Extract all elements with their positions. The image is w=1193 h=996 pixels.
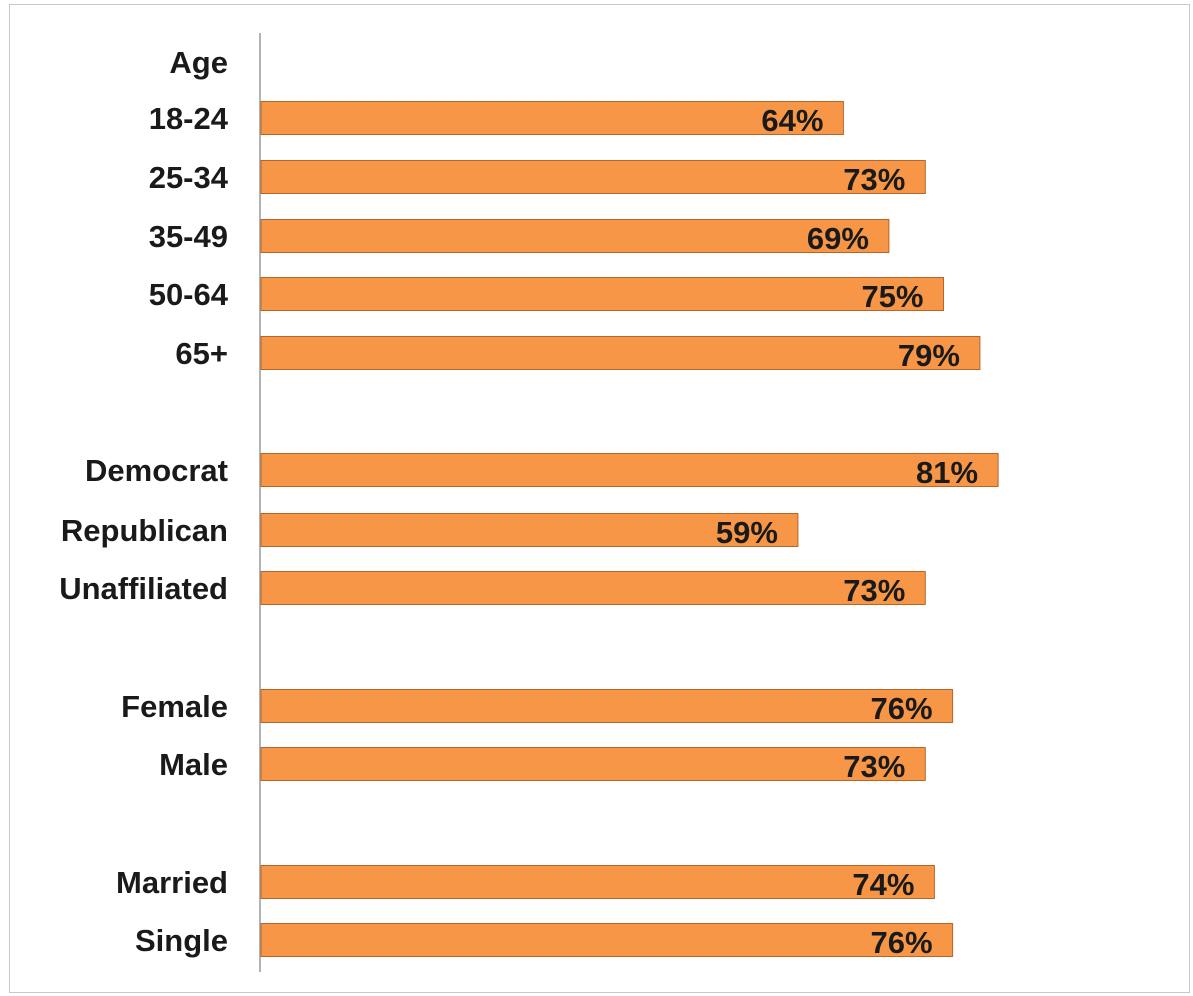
- category-labels-group: 18-24 25-34 35-49 50-64 65+ Democrat Republica…: [59, 101, 229, 958]
- bar-18-24: [260, 101, 844, 135]
- header-label-age: Age: [169, 45, 228, 80]
- bar-65: [260, 336, 981, 370]
- value-label-50-64: 75%: [861, 279, 923, 314]
- value-label-republican: 59%: [716, 515, 778, 550]
- category-label-65: 65+: [175, 336, 228, 371]
- value-label-democrat: 81%: [916, 455, 978, 490]
- value-label-unaffiliated: 73%: [843, 573, 905, 608]
- category-label-single: Single: [135, 923, 228, 958]
- category-label-republican: Republican: [61, 513, 228, 548]
- bar-female: [260, 689, 954, 723]
- value-label-married: 74%: [852, 867, 914, 902]
- category-label-female: Female: [121, 689, 228, 724]
- category-label-male: Male: [159, 747, 228, 782]
- value-label-65: 79%: [898, 338, 960, 373]
- bar-republican: [260, 513, 799, 547]
- bar-25-34: [260, 160, 926, 194]
- bar-unaffiliated: [260, 571, 926, 605]
- bar-single: [260, 923, 954, 957]
- bar-democrat: [260, 453, 999, 487]
- category-label-18-24: 18-24: [149, 101, 229, 136]
- bar-male: [260, 747, 926, 781]
- bars-group: [260, 101, 999, 957]
- category-label-25-34: 25-34: [149, 160, 229, 195]
- category-label-unaffiliated: Unaffiliated: [59, 571, 228, 606]
- value-labels-group: 64% 73% 69% 75% 79% 81% 59% 73% 76% 73% 74% 76%: [716, 103, 978, 960]
- value-label-18-24: 64%: [761, 103, 823, 138]
- category-label-married: Married: [116, 865, 228, 900]
- category-label-50-64: 50-64: [149, 277, 229, 312]
- category-label-35-49: 35-49: [149, 219, 228, 254]
- bar-married: [260, 865, 935, 899]
- bar-50-64: [260, 277, 944, 311]
- value-label-single: 76%: [871, 925, 933, 960]
- category-label-democrat: Democrat: [85, 453, 228, 488]
- value-label-female: 76%: [871, 691, 933, 726]
- bar-35-49: [260, 219, 890, 253]
- value-label-35-49: 69%: [807, 221, 869, 256]
- value-label-25-34: 73%: [843, 162, 905, 197]
- value-label-male: 73%: [843, 749, 905, 784]
